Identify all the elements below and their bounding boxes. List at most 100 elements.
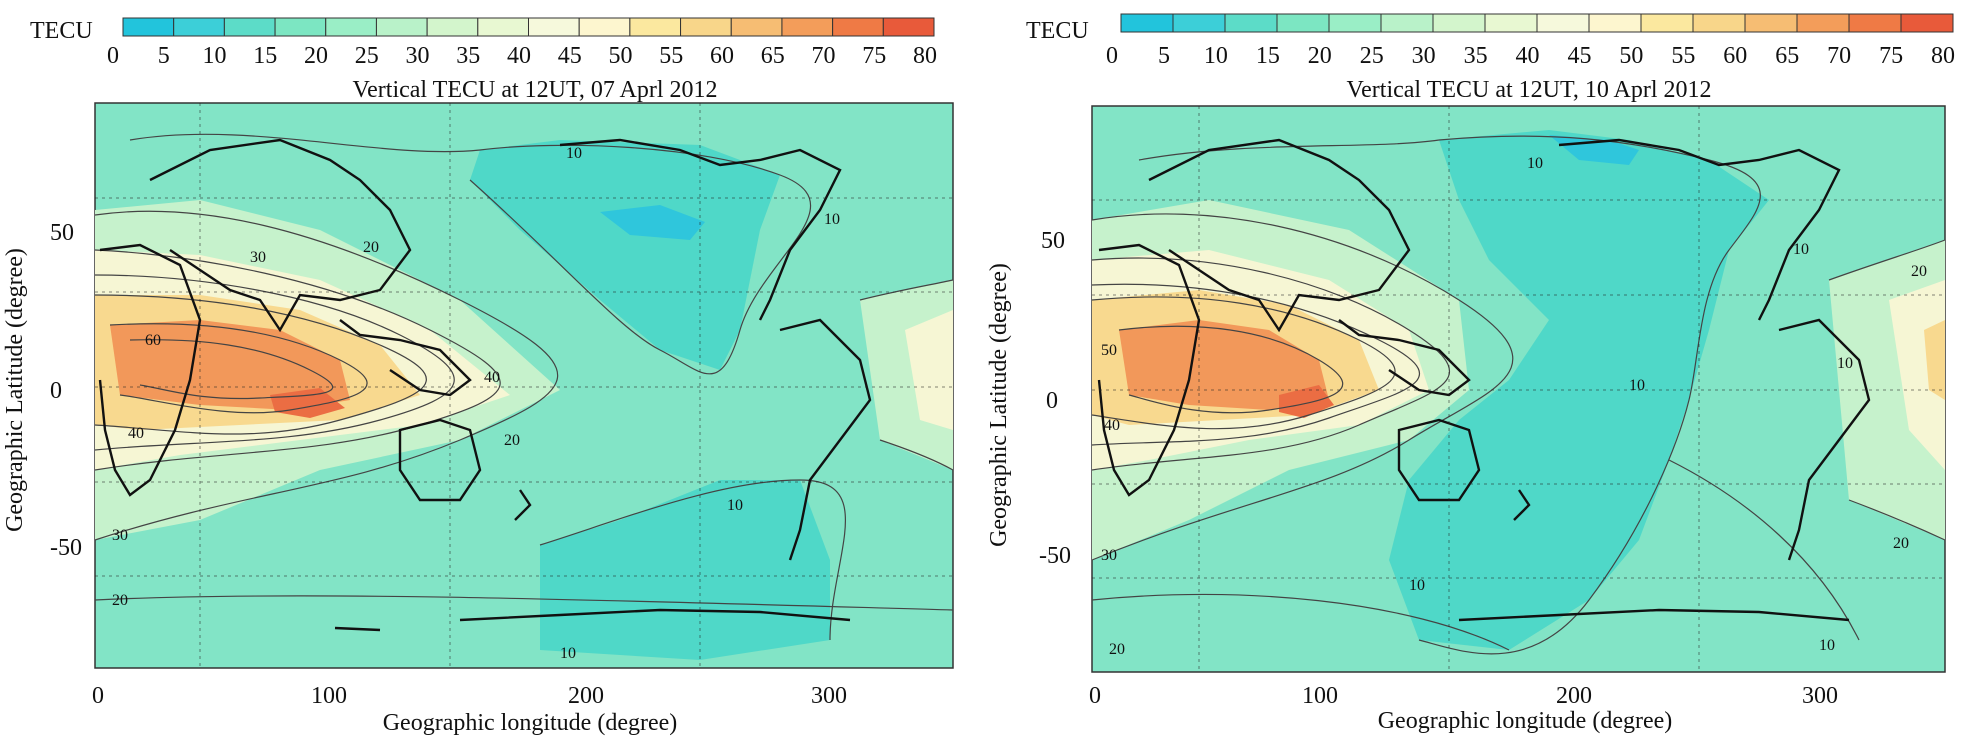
colorbar-cells xyxy=(122,17,935,37)
colorbar-cell xyxy=(274,17,327,37)
contour-label: 10 xyxy=(560,645,576,662)
map-area: 10 20 30 40 60 20 40 30 10 20 10 10 xyxy=(94,102,954,669)
colorbar-tick: 45 xyxy=(1567,43,1591,69)
colorbar-cell xyxy=(223,17,276,37)
colorbar-cell xyxy=(1328,13,1382,33)
colorbar-tick: 5 xyxy=(1158,43,1170,69)
x-tick: 100 xyxy=(1302,683,1338,709)
contour-label: 10 xyxy=(1793,241,1809,258)
map-area: 10 10 20 10 50 40 10 30 20 10 20 10 xyxy=(1091,105,1946,673)
y-tick: -50 xyxy=(1039,543,1071,569)
colorbar-tick: 15 xyxy=(1256,43,1280,69)
colorbar-cell xyxy=(1744,13,1798,33)
very-low-tec-region xyxy=(600,205,705,240)
contour-label: 10 xyxy=(824,211,840,228)
contour-label: 20 xyxy=(504,432,520,449)
colorbar-cell xyxy=(680,17,732,37)
map-title: Vertical TECU at 12UT, 07 Aprl 2012 xyxy=(352,77,717,103)
colorbar-tick: 60 xyxy=(1723,43,1747,69)
contour-labels: 10 20 30 40 60 20 40 30 10 20 10 10 xyxy=(112,145,840,662)
colorbar-cell xyxy=(781,17,834,37)
colorbar: TECU 0 5 10 15 20 25 30 35 40 45 50 55 60 65 70 75 80 xyxy=(30,17,937,69)
x-tick: 300 xyxy=(1802,683,1838,709)
colorbar-tick: 75 xyxy=(1879,43,1903,69)
colorbar-cell xyxy=(1848,13,1902,33)
colorbar-cells xyxy=(1120,13,1954,33)
contour-label: 20 xyxy=(112,592,128,609)
coastlines xyxy=(1097,138,1871,622)
x-axis-label: Geographic longitude (degree) xyxy=(1378,708,1673,734)
colorbar-tick: 30 xyxy=(1412,43,1436,69)
colorbar-label: TECU xyxy=(30,18,93,44)
colorbar-cell xyxy=(477,17,529,37)
colorbar-tick: 40 xyxy=(1516,43,1540,69)
colorbar-tick: 0 xyxy=(107,43,119,69)
x-tick: 300 xyxy=(811,683,847,709)
y-tick: 0 xyxy=(1046,388,1058,414)
low-tec-region xyxy=(470,140,780,370)
higher-tec-region xyxy=(1924,320,1945,400)
max-tec-region xyxy=(1279,385,1334,418)
high-tec-region xyxy=(905,310,953,430)
peak-tec-region xyxy=(1119,320,1329,410)
colorbar-cell xyxy=(1432,13,1486,33)
x-tick: 200 xyxy=(568,683,604,709)
colorbar-cell xyxy=(325,17,377,37)
colorbar: TECU 0 5 10 15 20 25 30 35 40 45 50 55 60 65 70 75 80 xyxy=(1026,13,1955,69)
y-tick: 0 xyxy=(50,378,62,404)
colorbar-cell xyxy=(1484,13,1538,33)
colorbar-cell xyxy=(1640,13,1694,33)
colorbar-cell xyxy=(1796,13,1850,33)
colorbar-tick: 45 xyxy=(558,43,582,69)
colorbar-tick: 10 xyxy=(1204,43,1228,69)
colorbar-cell xyxy=(1380,13,1434,33)
colorbar-cell xyxy=(528,17,580,37)
contour-label: 20 xyxy=(1109,641,1125,658)
contour-label: 30 xyxy=(112,527,128,544)
colorbar-cell xyxy=(882,17,935,37)
colorbar-tick: 70 xyxy=(812,43,836,69)
colorbar-cell xyxy=(730,17,783,37)
colorbar-cell xyxy=(578,17,631,37)
y-tick: 50 xyxy=(1041,228,1065,254)
contour-label: 20 xyxy=(363,239,379,256)
coastlines xyxy=(98,138,872,632)
y-axis-label: Geographic Latitude (degree) xyxy=(2,248,28,532)
colorbar-cell xyxy=(375,17,428,37)
grid-lines xyxy=(95,103,953,668)
colorbar-tick: 70 xyxy=(1827,43,1851,69)
contour-labels: 10 10 20 10 50 40 10 30 20 10 20 10 xyxy=(1101,155,1927,658)
tec-map-panel-apr10: TECU 0 5 10 15 20 25 30 35 40 45 50 55 60 65 70 75 80 Ve… xyxy=(986,0,1978,744)
colorbar-tick: 35 xyxy=(456,43,480,69)
contour-label: 10 xyxy=(727,497,743,514)
contour-lines xyxy=(1091,135,1946,655)
x-axis-ticks: 0 100 200 300 xyxy=(1089,683,1838,709)
colorbar-tick: 80 xyxy=(1931,43,1955,69)
contour-label: 30 xyxy=(250,249,266,266)
tec-map-panel-apr07: TECU 0 5 10 15 20 25 30 35 40 45 50 55 60 65 70 75 80 Ve… xyxy=(2,17,954,736)
colorbar-tick: 30 xyxy=(406,43,430,69)
colorbar-tick: 25 xyxy=(1360,43,1384,69)
contour-label: 60 xyxy=(145,332,161,349)
x-tick: 100 xyxy=(311,683,347,709)
colorbar-cell xyxy=(1900,13,1954,33)
colorbar-tick: 25 xyxy=(355,43,379,69)
contour-label: 10 xyxy=(1629,377,1645,394)
colorbar-cell xyxy=(173,17,225,37)
colorbar-tick: 55 xyxy=(1671,43,1695,69)
colorbar-tick: 15 xyxy=(253,43,277,69)
contour-lines xyxy=(94,133,954,641)
contour-label: 10 xyxy=(1409,577,1425,594)
map-title: Vertical TECU at 12UT, 10 Aprl 2012 xyxy=(1346,77,1711,103)
contour-label: 40 xyxy=(128,425,144,442)
contour-label: 10 xyxy=(1527,155,1543,172)
y-axis-label: Geographic Latitude (degree) xyxy=(986,263,1012,547)
colorbar-tick: 60 xyxy=(710,43,734,69)
colorbar-tick: 0 xyxy=(1106,43,1118,69)
y-tick: 50 xyxy=(50,220,74,246)
y-axis-ticks: 50 0 -50 xyxy=(1039,228,1071,569)
colorbar-tick: 75 xyxy=(862,43,886,69)
colorbar-cell xyxy=(426,17,479,37)
contour-label: 10 xyxy=(1837,355,1853,372)
grid-lines xyxy=(1092,106,1945,672)
